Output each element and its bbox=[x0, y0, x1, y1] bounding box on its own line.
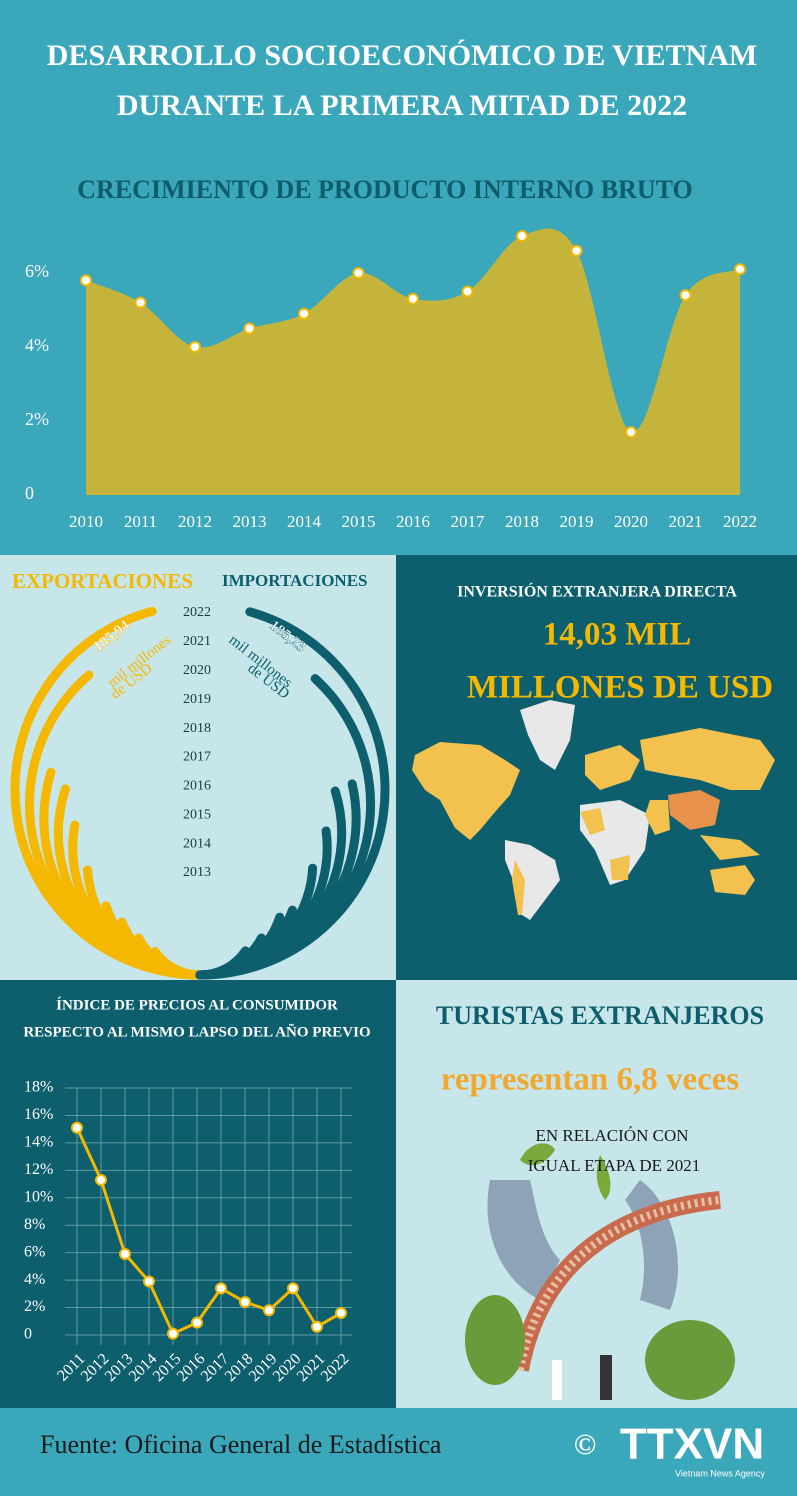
point bbox=[311, 1320, 323, 1333]
point bbox=[287, 1282, 299, 1295]
point bbox=[461, 285, 474, 298]
x-tick-label: 2018 bbox=[505, 512, 539, 531]
point bbox=[625, 426, 637, 439]
tourism-bg bbox=[396, 980, 797, 1408]
point bbox=[143, 1275, 155, 1288]
point bbox=[134, 296, 147, 309]
x-tick-label: 2012 bbox=[178, 512, 212, 531]
title: DESARROLLO SOCIOECONÓMICO DE VIETNAM bbox=[47, 39, 757, 72]
copyright: © bbox=[574, 1428, 596, 1461]
tourism-illustration bbox=[465, 1143, 735, 1400]
category-label: 2017 bbox=[183, 750, 211, 765]
x-tick-label: 2011 bbox=[124, 512, 157, 531]
point bbox=[679, 289, 692, 302]
point bbox=[80, 274, 92, 287]
category-label: 2019 bbox=[183, 692, 211, 707]
y-tick-label: 0 bbox=[25, 483, 34, 503]
category-label: 2018 bbox=[183, 721, 211, 736]
x-tick-label: 2017 bbox=[451, 512, 486, 531]
point bbox=[335, 1307, 347, 1320]
category-label: 2013 bbox=[183, 865, 211, 880]
y-tick-label: 2% bbox=[25, 409, 49, 429]
legend-label: IMPORTACIONES bbox=[222, 571, 368, 590]
fdi-title: INVERSIÓN EXTRANJERA DIRECTA bbox=[457, 582, 737, 601]
area bbox=[86, 228, 740, 495]
y-tick-label: 6% bbox=[25, 261, 49, 281]
point bbox=[239, 1296, 251, 1309]
point bbox=[263, 1304, 275, 1317]
point bbox=[570, 244, 583, 257]
footer-bg bbox=[0, 1408, 797, 1496]
category-label: 2015 bbox=[183, 807, 211, 822]
x-tick-label: 2016 bbox=[396, 512, 430, 531]
point bbox=[191, 1316, 203, 1329]
source: Fuente: Oficina General de Estadística bbox=[40, 1430, 442, 1459]
chart-title: ÍNDICE DE PRECIOS AL CONSUMIDOR bbox=[56, 996, 338, 1013]
tourism-title: TURISTAS EXTRANJEROS bbox=[436, 1001, 764, 1030]
tourism-headline: representan 6,8 veces bbox=[441, 1062, 740, 1098]
x-tick-label: 2020 bbox=[614, 512, 648, 531]
agency: Vietnam News Agency bbox=[675, 1468, 765, 1478]
y-tick-label: 0 bbox=[24, 1326, 32, 1343]
x-tick-label: 2013 bbox=[233, 512, 267, 531]
category-label: 2014 bbox=[183, 836, 211, 851]
world-map bbox=[412, 700, 775, 920]
point bbox=[119, 1248, 131, 1261]
tourism-note: IGUAL ETAPA DE 2021 bbox=[528, 1156, 701, 1175]
line bbox=[75, 1127, 342, 1336]
category-label: 2020 bbox=[183, 663, 211, 678]
chart-title: CRECIMIENTO DE PRODUCTO INTERNO BRUTO bbox=[77, 175, 692, 204]
x-tick-label: 2019 bbox=[560, 512, 594, 531]
point bbox=[407, 292, 419, 305]
point bbox=[71, 1121, 83, 1134]
point bbox=[189, 341, 201, 353]
title: DURANTE LA PRIMERA MITAD DE 2022 bbox=[117, 89, 687, 122]
point bbox=[516, 230, 528, 242]
category-label: 2021 bbox=[183, 634, 211, 649]
fdi-value: MILLONES DE USD bbox=[467, 670, 773, 706]
fdi-value: 14,03 MIL bbox=[543, 617, 692, 653]
x-tick-label: 2014 bbox=[287, 512, 322, 531]
y-tick-label: 12% bbox=[24, 1161, 53, 1178]
logo: TTXVN bbox=[620, 1420, 764, 1469]
point bbox=[352, 267, 365, 279]
y-tick-label: 10% bbox=[24, 1188, 53, 1205]
point bbox=[167, 1327, 179, 1340]
category-label: 2022 bbox=[183, 605, 211, 620]
point bbox=[734, 263, 746, 276]
y-tick-label: 8% bbox=[24, 1216, 45, 1233]
y-tick-label: 16% bbox=[24, 1106, 53, 1123]
point bbox=[243, 322, 256, 335]
point bbox=[215, 1282, 227, 1295]
point bbox=[298, 307, 310, 320]
y-tick-label: 14% bbox=[24, 1134, 53, 1151]
arc-bar bbox=[10, 606, 205, 980]
chart-title: RESPECTO AL MISMO LAPSO DEL AÑO PREVIO bbox=[23, 1022, 370, 1040]
x-tick-label: 2021 bbox=[669, 512, 703, 531]
y-tick-label: 6% bbox=[24, 1243, 45, 1260]
x-tick-label: 2010 bbox=[69, 512, 103, 531]
arc-bar bbox=[195, 607, 390, 980]
legend-label: EXPORTACIONES bbox=[12, 569, 193, 593]
x-tick-label: 2015 bbox=[342, 512, 376, 531]
y-tick-label: 4% bbox=[25, 335, 49, 355]
tourism-note: EN RELACIÓN CON bbox=[536, 1126, 689, 1145]
x-tick-label: 2022 bbox=[723, 512, 757, 531]
cpi-bg bbox=[0, 980, 396, 1408]
y-tick-label: 2% bbox=[24, 1298, 45, 1315]
y-tick-label: 4% bbox=[24, 1271, 45, 1288]
category-label: 2016 bbox=[183, 779, 211, 794]
point bbox=[95, 1173, 107, 1186]
y-tick-label: 18% bbox=[24, 1079, 53, 1096]
